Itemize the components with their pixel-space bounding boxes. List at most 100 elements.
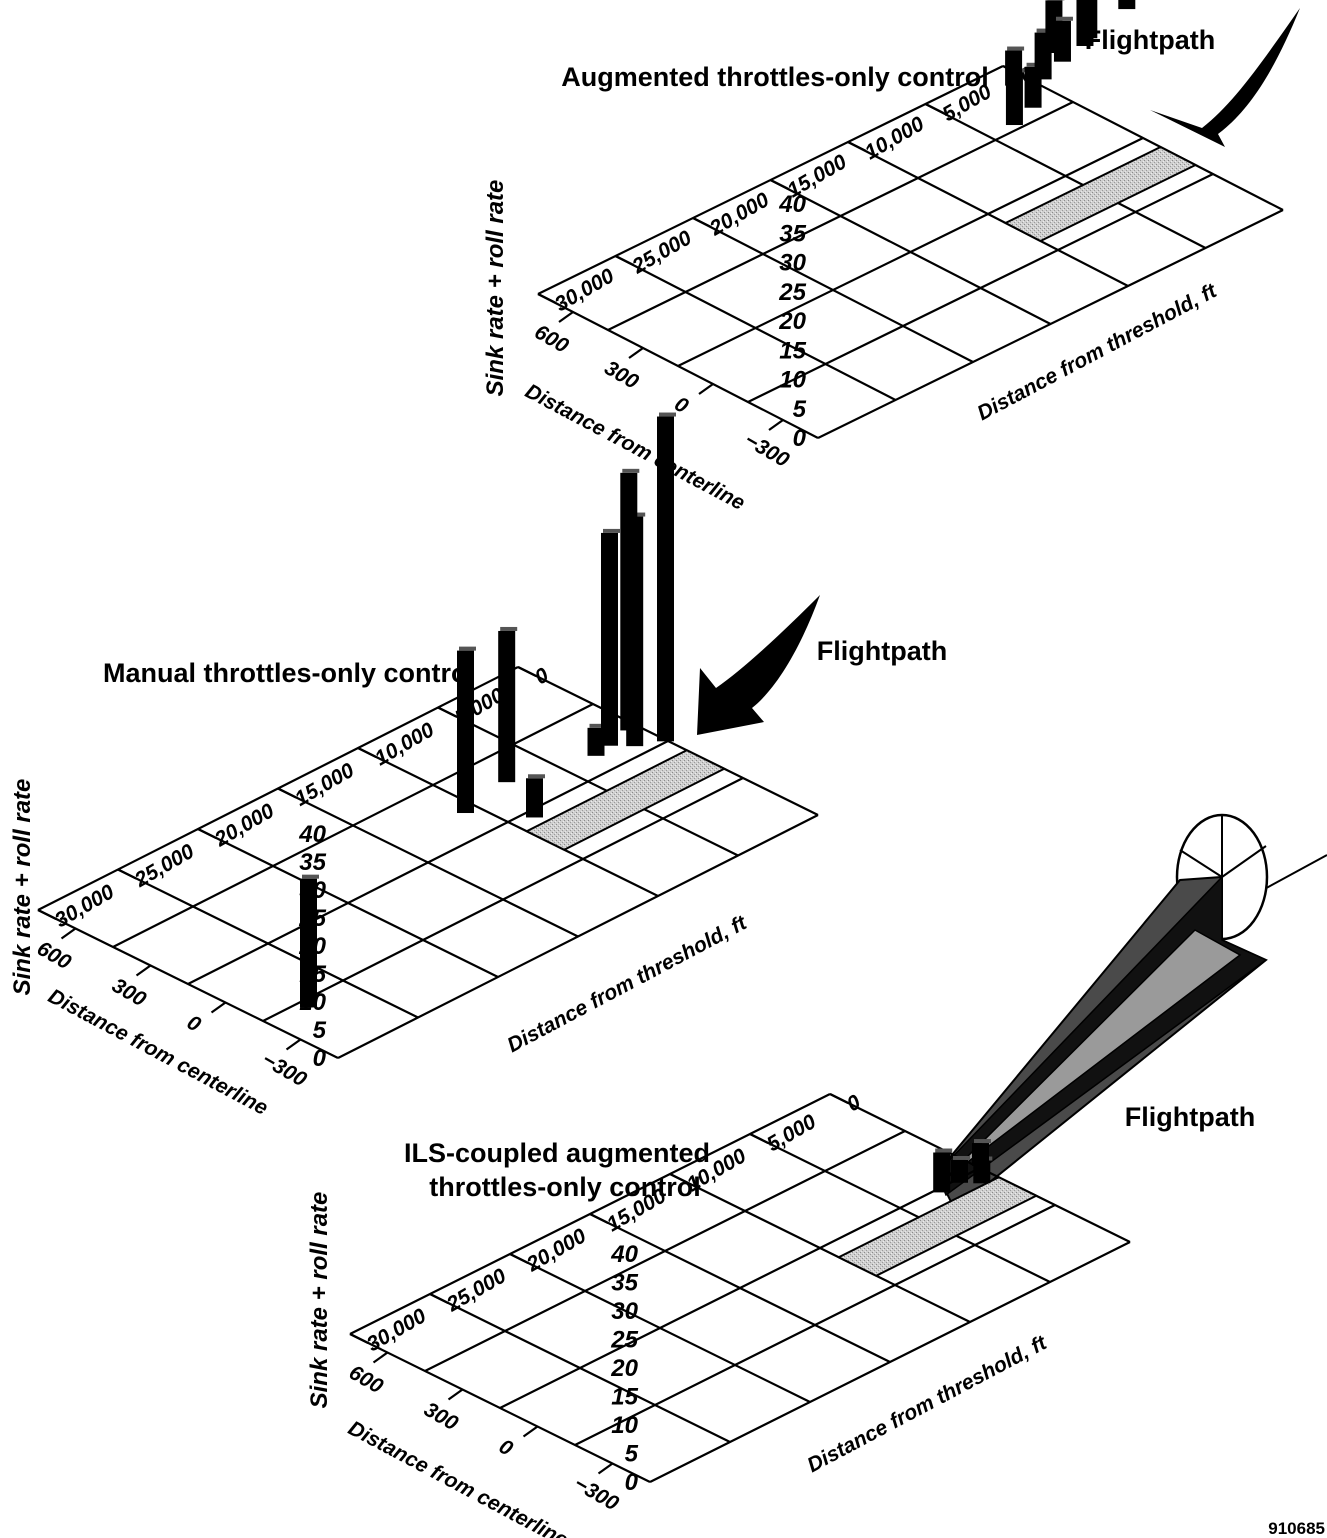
chart-title: Manual throttles-only control bbox=[103, 658, 475, 688]
x-tick bbox=[349, 1333, 369, 1344]
z-tick-label: 10 bbox=[611, 1412, 638, 1439]
bars bbox=[300, 412, 676, 1008]
x-tick-label: 5,000 bbox=[763, 1110, 820, 1156]
y-tick-label: 0 bbox=[495, 1435, 517, 1461]
augmented-panel: Augmented throttles-only control Flightp… bbox=[482, 0, 1300, 515]
chart-title: Augmented throttles-only control bbox=[561, 62, 989, 92]
bars bbox=[1005, 0, 1136, 126]
bar-top bbox=[974, 1139, 991, 1144]
flightpath-label: Flightpath bbox=[1125, 1102, 1255, 1132]
manual-panel: Manual throttles-only control Flightpath… bbox=[9, 412, 947, 1121]
runway bbox=[1003, 145, 1198, 243]
bar bbox=[1005, 50, 1023, 86]
grid-line bbox=[749, 1133, 1051, 1283]
x-axis-label: Distance from threshold, ft bbox=[804, 1331, 1052, 1477]
x-axis-label: Distance from threshold, ft bbox=[504, 911, 752, 1057]
bar-top bbox=[459, 646, 476, 651]
bar bbox=[1118, 0, 1136, 10]
runway-strip bbox=[1003, 145, 1198, 243]
x-tick bbox=[517, 666, 537, 677]
x-tick bbox=[509, 1253, 529, 1264]
x-tick bbox=[770, 179, 789, 190]
y-tick bbox=[698, 383, 714, 395]
z-tick-label: 15 bbox=[779, 337, 806, 364]
y-tick-label: 600 bbox=[531, 320, 573, 358]
x-tick bbox=[37, 909, 57, 920]
y-axis-label: Distance from centerline bbox=[44, 985, 271, 1121]
x-tick bbox=[589, 1213, 609, 1224]
bar bbox=[498, 630, 516, 783]
bar bbox=[973, 1160, 991, 1184]
bar bbox=[620, 472, 638, 731]
y-tick bbox=[447, 1388, 464, 1401]
z-tick-label: 40 bbox=[298, 821, 326, 848]
chart-title-line1: ILS-coupled augmented bbox=[404, 1138, 710, 1168]
z-tick-label: 30 bbox=[779, 250, 806, 277]
grid-line bbox=[37, 909, 339, 1059]
x-tick-label: 30,000 bbox=[363, 1304, 430, 1356]
bar-top bbox=[622, 468, 640, 473]
y-tick bbox=[135, 964, 152, 977]
z-tick-label: 35 bbox=[299, 849, 326, 876]
bar-top bbox=[500, 626, 518, 631]
bar bbox=[657, 416, 674, 742]
grid-line bbox=[1002, 65, 1284, 211]
y-tick bbox=[210, 1001, 227, 1014]
grid-line bbox=[589, 1213, 891, 1363]
bar bbox=[1053, 20, 1071, 62]
grid-line bbox=[769, 179, 1052, 325]
x-tick bbox=[277, 787, 297, 799]
y-axis-label: Distance from centerline bbox=[344, 1417, 571, 1538]
x-tick bbox=[615, 255, 634, 266]
grid-line bbox=[537, 293, 819, 439]
x-tick bbox=[749, 1133, 769, 1144]
grid-line bbox=[847, 141, 1129, 287]
z-tick-label: 15 bbox=[611, 1384, 638, 1411]
z-tick-label: 5 bbox=[313, 1017, 327, 1044]
x-tick bbox=[429, 1293, 449, 1304]
chart-title-line2: throttles-only control bbox=[429, 1172, 701, 1202]
z-tick-label: 40 bbox=[610, 1241, 638, 1268]
bar bbox=[457, 650, 474, 814]
z-tick-label: 35 bbox=[611, 1270, 638, 1297]
z-tick-label: 20 bbox=[778, 308, 806, 335]
grid-line bbox=[197, 828, 499, 978]
x-tick-label: 25,000 bbox=[130, 840, 198, 893]
bar-top bbox=[1036, 28, 1054, 33]
grid-line bbox=[117, 868, 419, 1019]
x-tick bbox=[847, 141, 867, 152]
x-tick bbox=[357, 747, 377, 758]
bar-top bbox=[589, 723, 607, 728]
grid-line bbox=[669, 1173, 971, 1323]
flightpath-arrow bbox=[697, 595, 820, 735]
y-tick bbox=[597, 1462, 614, 1475]
z-tick-label: 25 bbox=[778, 279, 806, 306]
y-tick-label: 0 bbox=[183, 1011, 205, 1037]
grid-line bbox=[429, 1293, 731, 1443]
y-tick-label: 300 bbox=[108, 974, 150, 1012]
flightpath-arrow bbox=[1150, 8, 1300, 147]
z-tick-label: 0 bbox=[625, 1469, 639, 1496]
x-tick bbox=[669, 1173, 689, 1184]
bar-top bbox=[528, 774, 545, 779]
y-tick-label: 600 bbox=[33, 937, 75, 975]
x-tick-label: 10,000 bbox=[371, 718, 438, 770]
z-tick-label: 25 bbox=[610, 1327, 638, 1354]
x-tick bbox=[829, 1093, 849, 1104]
y-tick bbox=[285, 1038, 302, 1051]
flightpath-label: Flightpath bbox=[1085, 25, 1215, 55]
z-tick-label: 5 bbox=[625, 1441, 639, 1468]
y-tick bbox=[558, 311, 574, 323]
bar-top bbox=[953, 1155, 970, 1160]
z-tick-label: 10 bbox=[779, 367, 806, 394]
z-tick-label: 20 bbox=[610, 1355, 638, 1382]
bar-top bbox=[659, 412, 676, 417]
y-tick-label: 600 bbox=[345, 1361, 387, 1399]
x-tick bbox=[925, 103, 944, 114]
y-tick-label: −300 bbox=[741, 428, 794, 472]
y-tick-label: 300 bbox=[601, 356, 643, 394]
bar bbox=[601, 532, 618, 746]
